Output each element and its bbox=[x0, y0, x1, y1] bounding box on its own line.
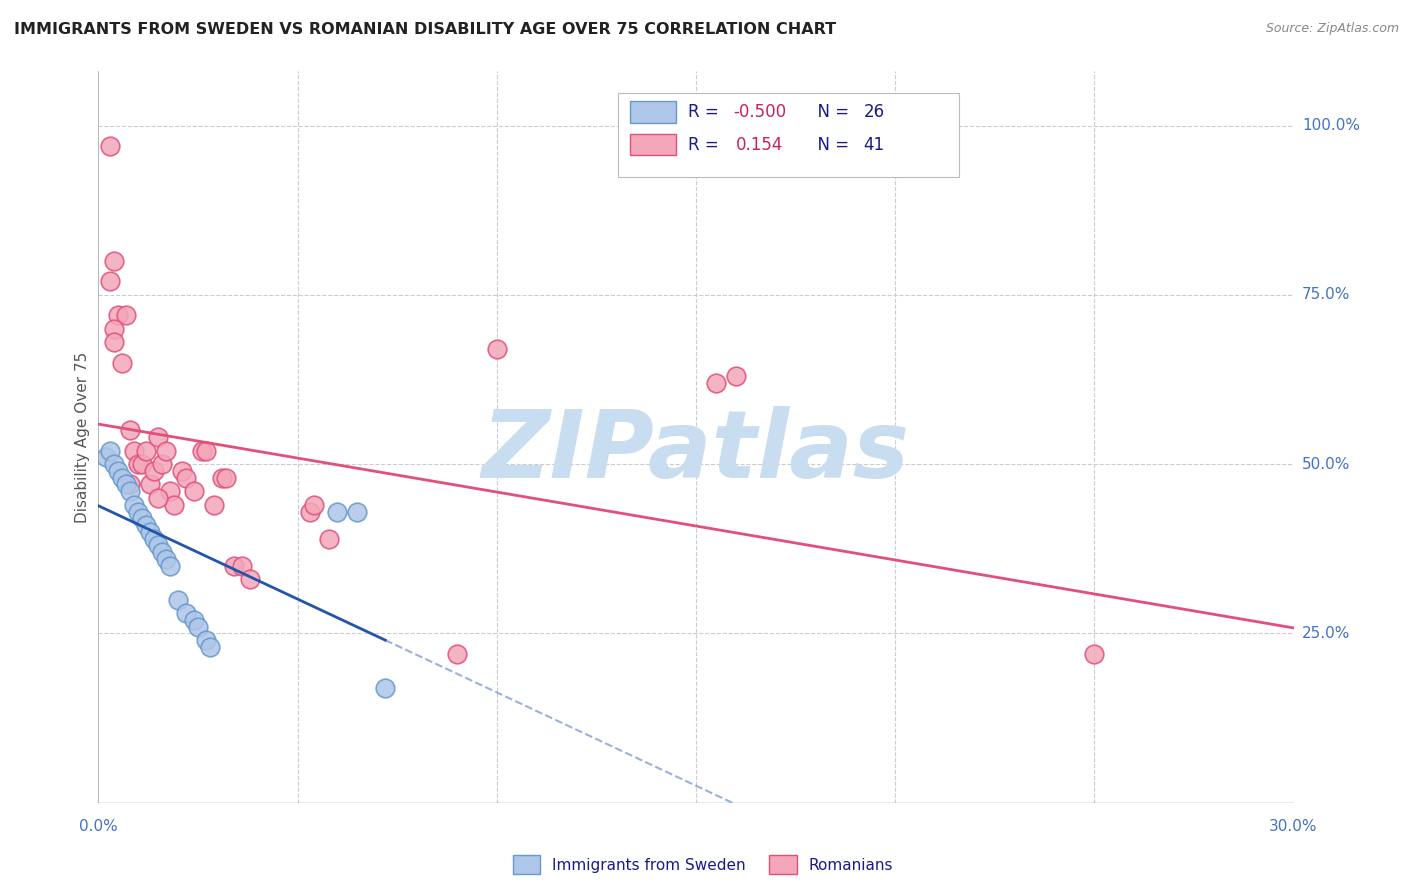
Point bbox=[124, 498, 146, 512]
Text: R =: R = bbox=[688, 136, 724, 153]
Point bbox=[143, 464, 166, 478]
Point bbox=[148, 538, 170, 552]
Point bbox=[115, 308, 138, 322]
Point bbox=[346, 505, 368, 519]
Point bbox=[107, 464, 129, 478]
Point bbox=[174, 606, 197, 620]
Point bbox=[143, 532, 166, 546]
Point bbox=[231, 558, 253, 573]
Point bbox=[111, 355, 134, 369]
Point bbox=[239, 572, 262, 586]
Point bbox=[167, 592, 190, 607]
Point bbox=[96, 450, 118, 465]
Point bbox=[194, 443, 218, 458]
Text: 50.0%: 50.0% bbox=[1302, 457, 1350, 472]
Text: N =: N = bbox=[807, 136, 855, 153]
Point bbox=[131, 457, 153, 471]
Text: 100.0%: 100.0% bbox=[1302, 118, 1360, 133]
Point bbox=[374, 681, 396, 695]
Point bbox=[155, 443, 177, 458]
Point bbox=[194, 633, 218, 648]
Text: 26: 26 bbox=[863, 103, 884, 120]
Point bbox=[159, 558, 181, 573]
Text: IMMIGRANTS FROM SWEDEN VS ROMANIAN DISABILITY AGE OVER 75 CORRELATION CHART: IMMIGRANTS FROM SWEDEN VS ROMANIAN DISAB… bbox=[14, 22, 837, 37]
Point bbox=[103, 335, 125, 350]
Point bbox=[202, 498, 225, 512]
Point bbox=[155, 552, 177, 566]
Text: N =: N = bbox=[807, 103, 855, 120]
Point bbox=[298, 505, 321, 519]
FancyBboxPatch shape bbox=[630, 101, 676, 122]
Point bbox=[183, 613, 205, 627]
Point bbox=[135, 443, 157, 458]
Point bbox=[191, 443, 214, 458]
Point bbox=[127, 457, 149, 471]
Point bbox=[159, 484, 181, 499]
Point bbox=[107, 308, 129, 322]
Point bbox=[172, 464, 194, 478]
Point bbox=[127, 505, 149, 519]
Point bbox=[150, 545, 173, 559]
Point bbox=[222, 558, 245, 573]
Point bbox=[704, 376, 727, 390]
Point bbox=[1083, 647, 1105, 661]
Point bbox=[111, 471, 134, 485]
Point bbox=[103, 254, 125, 268]
Point bbox=[139, 524, 162, 539]
Text: 25.0%: 25.0% bbox=[1302, 626, 1350, 641]
Point bbox=[326, 505, 349, 519]
FancyBboxPatch shape bbox=[619, 94, 959, 178]
Text: 0.0%: 0.0% bbox=[79, 819, 118, 834]
Point bbox=[148, 430, 170, 444]
Point bbox=[103, 457, 125, 471]
Point bbox=[120, 484, 142, 499]
Point bbox=[318, 532, 340, 546]
Point bbox=[124, 443, 146, 458]
Point bbox=[198, 640, 221, 654]
Text: 30.0%: 30.0% bbox=[1270, 819, 1317, 834]
Legend: Immigrants from Sweden, Romanians: Immigrants from Sweden, Romanians bbox=[506, 849, 900, 880]
Point bbox=[485, 342, 508, 356]
Y-axis label: Disability Age Over 75: Disability Age Over 75 bbox=[75, 351, 90, 523]
Point bbox=[148, 491, 170, 505]
Point bbox=[131, 511, 153, 525]
Point bbox=[446, 647, 468, 661]
Point bbox=[150, 457, 173, 471]
Text: -0.500: -0.500 bbox=[733, 103, 786, 120]
Text: 75.0%: 75.0% bbox=[1302, 287, 1350, 302]
Point bbox=[120, 423, 142, 437]
Point bbox=[115, 477, 138, 491]
Point bbox=[215, 471, 238, 485]
Text: 0.154: 0.154 bbox=[735, 136, 783, 153]
Point bbox=[187, 620, 209, 634]
Point bbox=[98, 274, 122, 288]
Point bbox=[139, 477, 162, 491]
Point bbox=[103, 322, 125, 336]
Point bbox=[174, 471, 197, 485]
Point bbox=[724, 369, 747, 384]
Point bbox=[98, 443, 122, 458]
Text: Source: ZipAtlas.com: Source: ZipAtlas.com bbox=[1265, 22, 1399, 36]
Text: R =: R = bbox=[688, 103, 724, 120]
Point bbox=[120, 477, 142, 491]
Point bbox=[183, 484, 205, 499]
Text: 41: 41 bbox=[863, 136, 884, 153]
Point bbox=[211, 471, 233, 485]
Point bbox=[163, 498, 186, 512]
Point bbox=[135, 518, 157, 533]
Point bbox=[302, 498, 325, 512]
FancyBboxPatch shape bbox=[630, 134, 676, 155]
Point bbox=[98, 139, 122, 153]
Text: ZIPatlas: ZIPatlas bbox=[482, 406, 910, 498]
